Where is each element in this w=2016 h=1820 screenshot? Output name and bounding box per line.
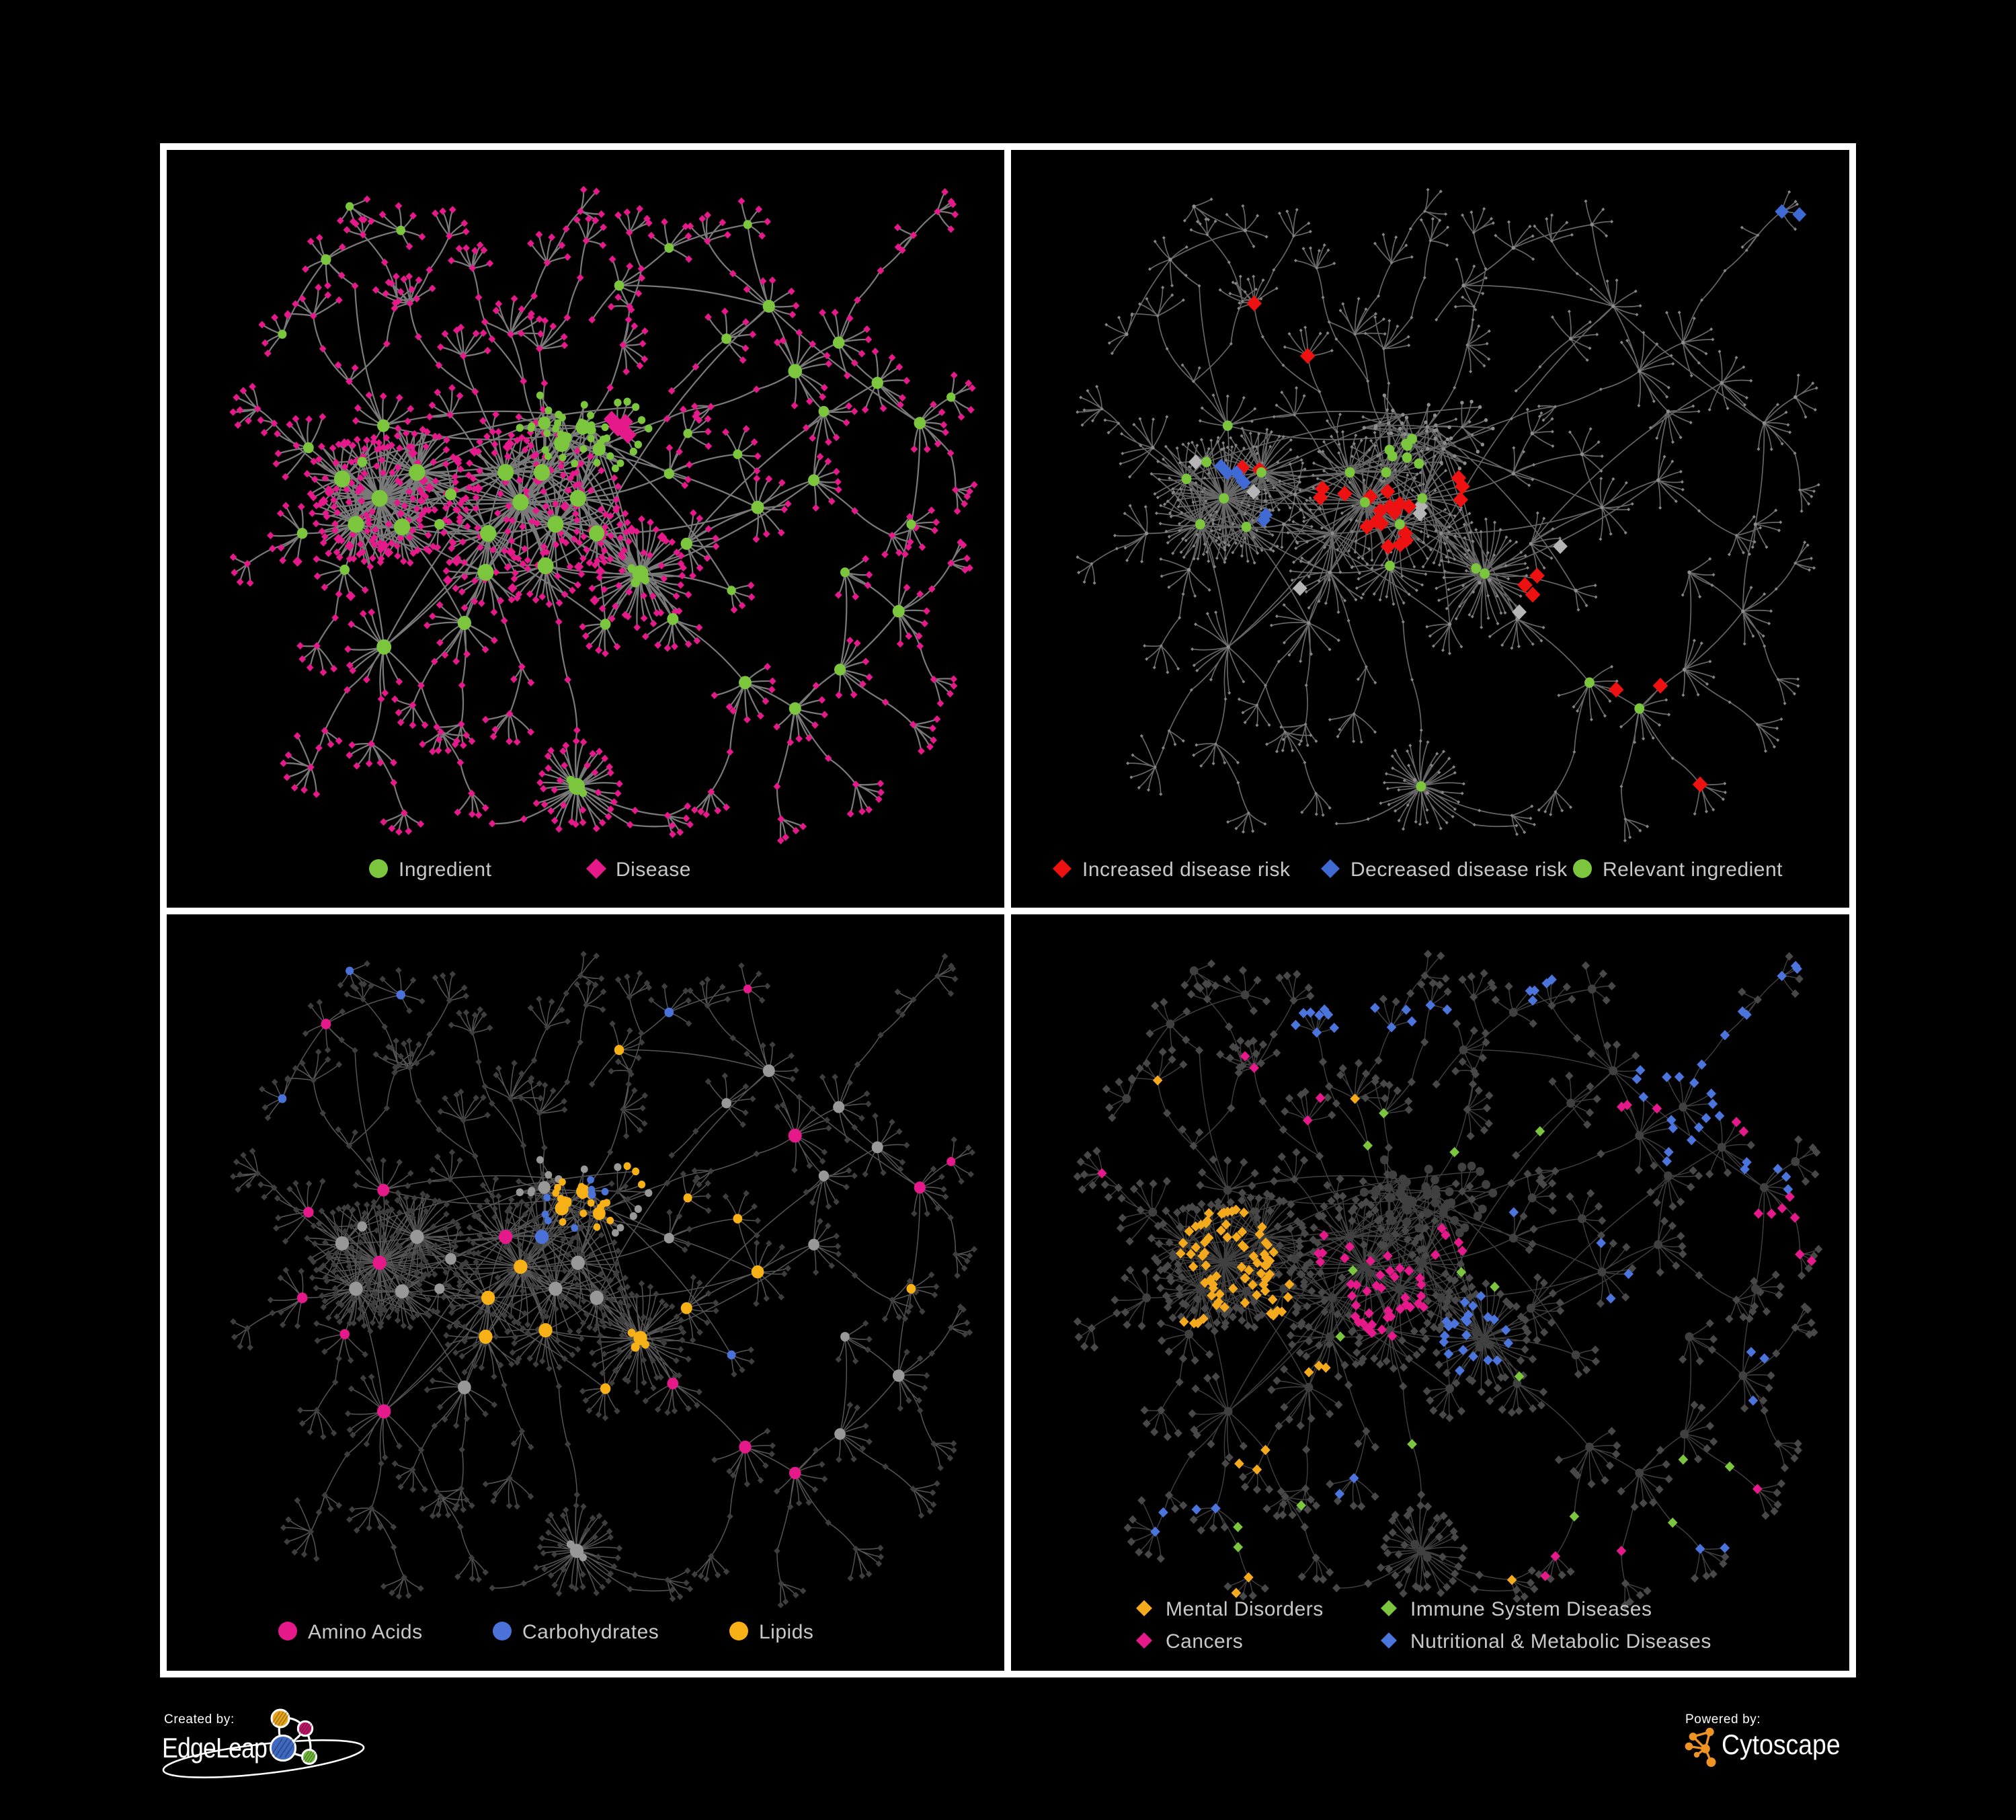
svg-text:Relevant ingredient: Relevant ingredient — [1603, 859, 1783, 881]
svg-text:Ingredient: Ingredient — [399, 859, 492, 881]
svg-text:Nutritional & Metabolic Diseas: Nutritional & Metabolic Diseases — [1410, 1630, 1711, 1653]
svg-text:Cancers: Cancers — [1166, 1630, 1243, 1653]
svg-text:Amino Acids: Amino Acids — [308, 1621, 423, 1643]
svg-text:Disease: Disease — [616, 859, 691, 881]
svg-text:Carbohydrates: Carbohydrates — [522, 1621, 659, 1643]
svg-text:Lipids: Lipids — [759, 1621, 813, 1643]
svg-text:Increased disease risk: Increased disease risk — [1082, 859, 1291, 881]
svg-text:Decreased disease risk: Decreased disease risk — [1350, 859, 1568, 881]
svg-text:Immune System Diseases: Immune System Diseases — [1410, 1598, 1652, 1620]
svg-text:Mental Disorders: Mental Disorders — [1166, 1598, 1324, 1620]
